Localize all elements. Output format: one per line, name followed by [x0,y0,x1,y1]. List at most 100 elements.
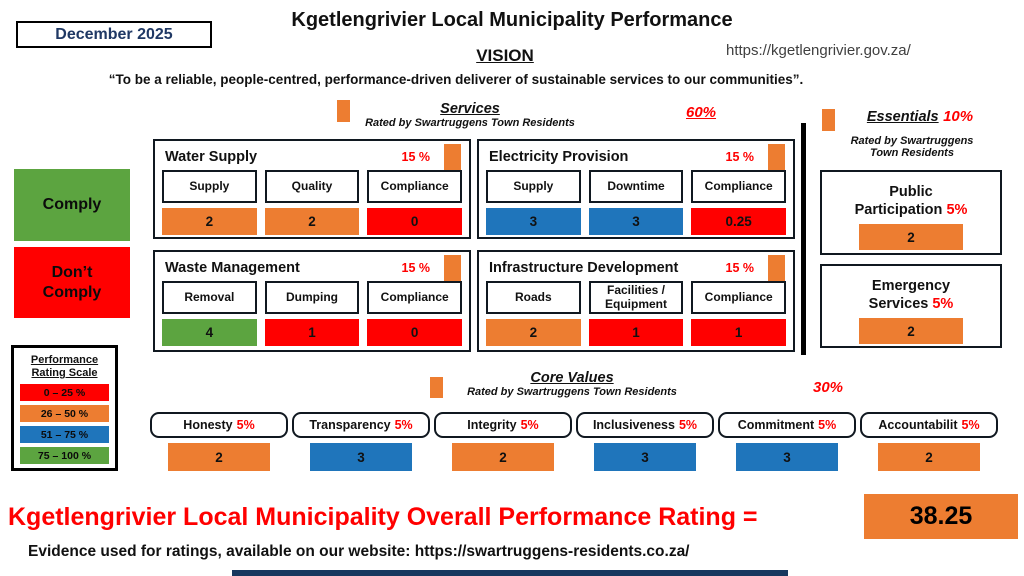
orange-swatch-icon [822,109,835,131]
evidence-note: Evidence used for ratings, available on … [28,543,690,560]
core-value-rating: 3 [736,443,838,471]
card-weight: 5% [932,296,954,313]
electricity-provision-card: Electricity Provision 15 % Supply Downti… [477,139,795,239]
orange-swatch-icon [430,377,443,398]
core-value-label: Integrity [467,418,517,432]
metric-value: 1 [264,319,360,346]
core-value-label: Honesty [183,418,233,432]
page-title: Kgetlengrivier Local Municipality Perfor… [291,9,733,31]
core-value-weight: 5% [236,418,255,432]
metric-value: 2 [162,208,257,235]
metric-header: Supply [486,170,581,203]
legend-item: 26 – 50 % [20,405,109,423]
metric-header: Quality [264,170,360,203]
core-value-integrity: Integrity 5% 2 [434,412,572,471]
infrastructure-development-card: Infrastructure Development 15 % Roads Fa… [477,250,795,352]
water-supply-card: Water Supply 15 % Supply Quality Complia… [153,139,471,239]
essentials-subtitle: Town Residents [870,147,954,159]
metric-value: 0 [367,208,463,235]
core-value-transparency: Transparency 5% 3 [292,412,430,471]
core-value-rating: 3 [310,443,412,471]
metric-header: Removal [162,281,257,314]
metric-value: 3 [588,208,684,235]
overall-rating-label: Kgetlengrivier Local Municipality Overal… [8,503,758,531]
core-value-rating: 2 [878,443,980,471]
orange-swatch-icon [444,255,461,281]
core-value-label: Commitment [737,418,815,432]
card-weight: 15 % [725,150,755,164]
core-value-label: Accountabilit [878,418,958,432]
core-value-label: Inclusiveness [592,418,675,432]
comply-badge: Comply [14,169,130,241]
metric-value: 1 [691,319,787,346]
card-title: Electricity Provision [489,149,629,165]
dont-comply-label: Don’t [51,263,93,281]
vision-quote: “To be a reliable, people-centred, perfo… [108,72,804,87]
metric-header: Facilities / Equipment [588,281,684,314]
metric-value: 2 [264,208,360,235]
legend-title: Performance [30,354,99,366]
card-title: Public [889,184,933,200]
legend-item: 51 – 75 % [20,426,109,444]
card-title: Water Supply [165,149,258,165]
core-value-honesty: Honesty 5% 2 [150,412,288,471]
metric-value: 2 [486,319,581,346]
services-weight: 60% [686,104,717,121]
waste-management-card: Waste Management 15 % Removal Dumping Co… [153,250,471,352]
metric-value: 3 [486,208,581,235]
vision-heading: VISION [476,46,534,65]
core-values-subtitle: Rated by Swartruggens Town Residents [467,386,677,398]
performance-rating-scale-legend: Performance Rating Scale 0 – 25 % 26 – 5… [11,345,118,471]
metric-value: 0.25 [691,208,787,235]
card-weight: 15 % [725,261,755,275]
card-weight: 15 % [401,150,431,164]
metric-header: Supply [162,170,257,203]
date-badge: December 2025 [16,21,212,48]
dont-comply-label: Comply [42,283,102,301]
metric-value: 0 [367,319,463,346]
core-value-accountability: Accountabilit 5% 2 [860,412,998,471]
core-value-commitment: Commitment 5% 3 [718,412,856,471]
metric-header: Compliance [691,170,787,203]
card-title: Emergency [871,278,951,294]
orange-swatch-icon [444,144,461,170]
core-value-weight: 5% [678,418,698,432]
overall-rating-value: 38.25 [864,494,1018,539]
card-weight: 5% [946,202,968,219]
core-values-section-title: Core Values [530,370,614,386]
orange-swatch-icon [768,255,785,281]
core-value-weight: 5% [520,418,539,432]
core-value-rating: 2 [168,443,270,471]
metric-header: Compliance [367,281,463,314]
public-participation-card: Public Participation 5% 2 [820,170,1002,255]
card-title: Participation [854,202,943,219]
metric-value: 4 [162,319,257,346]
legend-item: 0 – 25 % [20,384,109,402]
core-value-weight: 5% [818,418,837,432]
metric-value: 2 [859,318,963,345]
card-weight: 15 % [401,261,431,275]
card-title: Infrastructure Development [489,260,679,276]
metric-header: Compliance [691,281,787,314]
legend-title: Rating Scale [31,367,98,380]
orange-swatch-icon [768,144,785,170]
core-value-rating: 3 [594,443,696,471]
dont-comply-badge: Don’t Comply [14,247,130,318]
metric-header: Roads [486,281,581,314]
orange-swatch-icon [337,100,350,122]
essentials-subtitle: Rated by Swartruggens [850,135,974,147]
section-divider [801,123,806,355]
core-value-inclusiveness: Inclusiveness 5% 3 [576,412,714,471]
emergency-services-card: Emergency Services 5% 2 [820,264,1002,348]
metric-header: Compliance [367,170,463,203]
core-value-rating: 2 [452,443,554,471]
metric-value: 2 [859,224,963,251]
core-value-label: Transparency [309,418,391,432]
services-section-title: Services [440,101,500,117]
essentials-section-title: Essentials [866,109,939,125]
municipality-website-url: https://kgetlengrivier.gov.za/ [726,42,911,59]
card-title: Waste Management [165,260,300,276]
services-section-subtitle: Rated by Swartruggens Town Residents [365,117,575,129]
essentials-weight: 10% [943,108,974,125]
